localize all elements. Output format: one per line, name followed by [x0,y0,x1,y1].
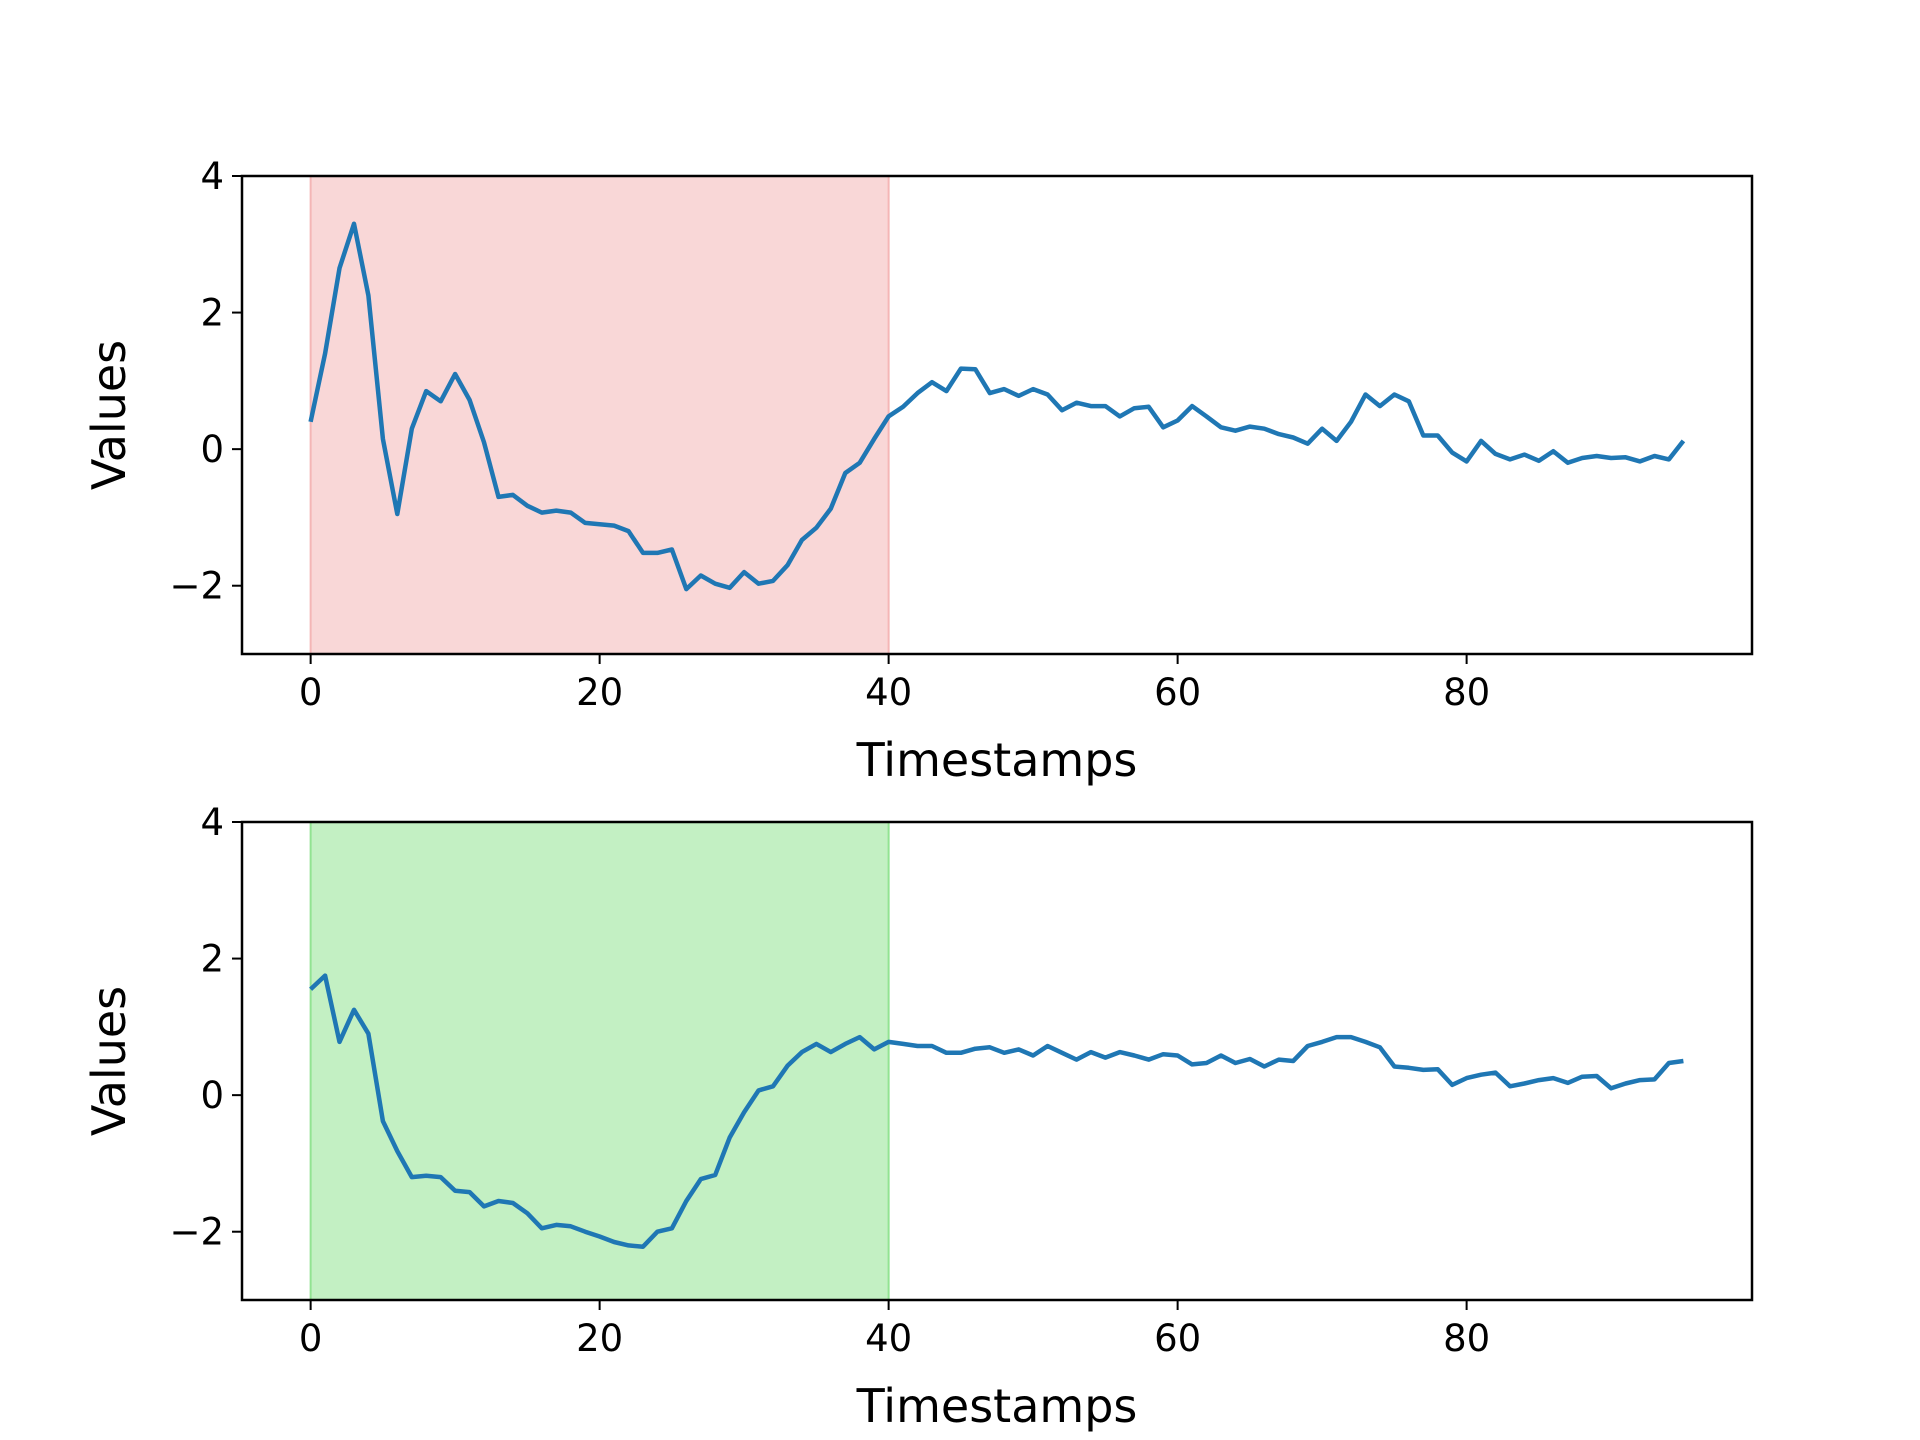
x-tick-label: 20 [576,1317,623,1360]
x-tick-label: 0 [299,671,323,714]
x-tick-label: 60 [1154,671,1201,714]
y-tick-label: 2 [200,938,224,981]
axes-frame [240,820,1754,1302]
series-line [308,221,1686,592]
series-line [309,973,1684,1249]
x-axis-label: Timestamps [856,1379,1138,1433]
y-tick-label: −2 [169,565,224,608]
y-axis-label: Values [82,986,136,1136]
y-tick-label: 0 [200,1074,224,1117]
x-tick-label: 80 [1443,671,1490,714]
x-tick-label: 0 [299,1317,323,1360]
highlight-span [309,175,890,655]
x-tick-label: 60 [1154,1317,1201,1360]
y-tick-label: 2 [200,292,224,335]
y-tick-label: 0 [200,428,224,471]
x-tick-label: 80 [1443,1317,1490,1360]
y-tick-label: 4 [200,801,224,844]
axes-frame [240,174,1754,656]
y-axis-label: Values [82,340,136,490]
chart-bottom: 0 20 40 60 80 −2 0 2 4 Timestamps Values [82,801,1754,1433]
y-tick-label: −2 [169,1211,224,1254]
highlight-span [309,821,890,1301]
chart-top: 0 20 40 60 80 −2 0 2 4 Timestamps Values [82,155,1754,787]
x-tick-label: 20 [576,671,623,714]
x-tick-label: 40 [865,1317,912,1360]
x-tick-label: 40 [865,671,912,714]
x-axis-label: Timestamps [856,733,1138,787]
y-tick-label: 4 [200,155,224,198]
